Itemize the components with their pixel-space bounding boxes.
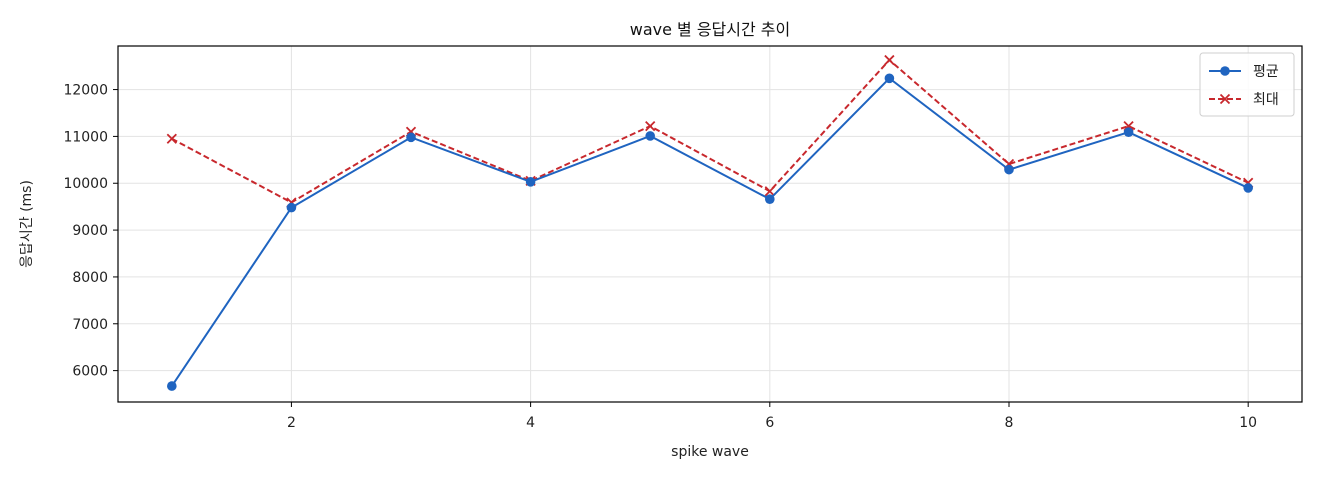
chart-title: wave 별 응답시간 추이 [630,20,791,39]
data-point-x [166,133,177,144]
y-tick-label: 11000 [63,129,108,145]
legend-label: 평균 [1253,64,1279,80]
legend-marker [1220,66,1230,76]
data-point [406,132,416,143]
plot-area [117,45,1303,403]
y-tick-label: 7000 [72,317,108,333]
series-layer [166,54,1254,391]
data-point [1243,183,1253,193]
x-axis-label: spike wave [671,444,749,460]
y-tick-label: 8000 [72,270,108,286]
x-axis: 2 4 6 8 10 [287,402,1257,431]
y-tick-label: 10000 [63,176,108,192]
legend-item: 최대 [1209,92,1279,108]
data-point [645,131,656,141]
data-point-x [884,54,895,66]
data-point [1004,164,1014,175]
series-mean [167,73,1253,391]
data-point-x [645,120,656,132]
x-tick-label: 4 [526,415,535,431]
x-tick-label: 6 [765,415,774,431]
series-max [166,54,1254,208]
y-axis-label: 응답시간 (ms) [19,180,35,268]
data-point [764,194,775,204]
y-tick-label: 9000 [72,223,108,239]
data-point [525,177,536,187]
y-tick-label: 12000 [63,83,108,99]
data-point-x [764,186,775,197]
legend-item: 평균 [1209,64,1279,80]
legend-label: 최대 [1253,92,1279,108]
data-point [1123,127,1134,137]
series-line [170,76,1249,387]
legend-marker [1219,93,1231,105]
legend-box [1199,52,1295,117]
series-line [171,58,1249,204]
data-point [167,381,177,391]
data-point [884,73,895,84]
x-tick-label: 10 [1239,415,1257,431]
y-axis: 6000 7000 8000 9000 10000 11000 12000 [63,83,118,380]
x-tick-label: 8 [1005,415,1014,431]
data-point [286,202,297,213]
y-tick-label: 6000 [72,364,108,380]
grid [118,46,1302,402]
x-tick-label: 2 [287,415,296,431]
